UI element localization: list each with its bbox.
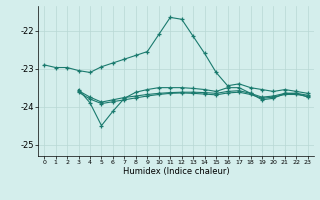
X-axis label: Humidex (Indice chaleur): Humidex (Indice chaleur) xyxy=(123,167,229,176)
